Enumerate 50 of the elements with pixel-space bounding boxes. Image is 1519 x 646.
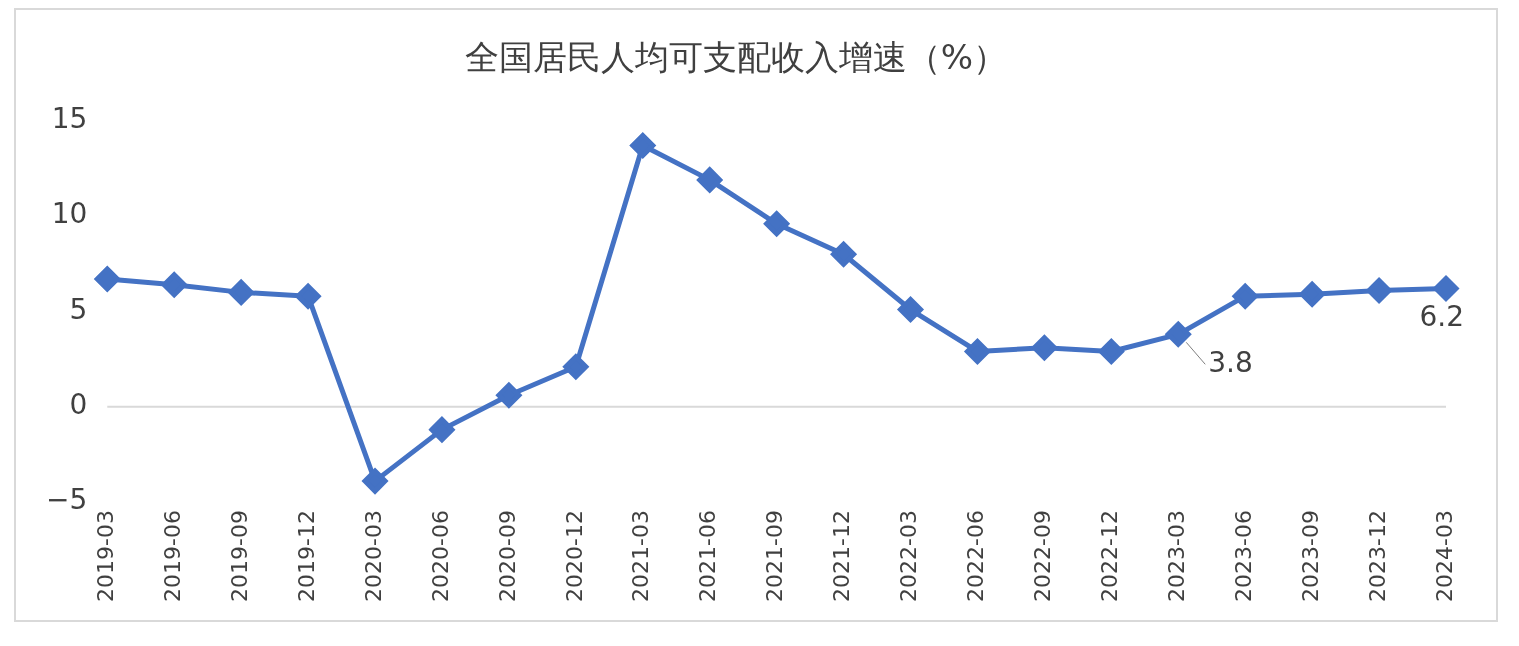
x-tick-label: 2019-09 (226, 510, 252, 602)
x-tick-label: 2021-09 (762, 510, 788, 602)
x-tick-label: 2022-03 (896, 510, 922, 602)
point (1098, 338, 1124, 364)
x-tick-label: 2022-12 (1097, 510, 1123, 602)
x-tick-label: 2021-06 (695, 510, 721, 602)
y-tick-label: −5 (45, 483, 88, 517)
x-tick-label: 2020-03 (360, 510, 386, 602)
y-tick-label: 10 (51, 197, 88, 231)
y-tick-label: 5 (69, 292, 88, 326)
point (630, 133, 656, 159)
point (1299, 281, 1325, 307)
point (563, 354, 589, 380)
point (496, 382, 522, 408)
point (898, 297, 924, 323)
point (831, 241, 857, 267)
data-label: 3.8 (1208, 345, 1253, 379)
x-tick-label: 2023-06 (1230, 510, 1256, 602)
point (429, 417, 455, 443)
x-tick-label: 2023-12 (1364, 510, 1390, 602)
x-tick-label: 2022-09 (1030, 510, 1056, 602)
point (764, 211, 790, 237)
point (1165, 321, 1191, 347)
point (1031, 335, 1057, 361)
y-tick-label: 15 (51, 102, 88, 136)
point (295, 283, 321, 309)
x-tick-label: 2019-06 (159, 510, 185, 602)
point (1232, 283, 1258, 309)
point (964, 338, 990, 364)
x-tick-label: 2021-03 (628, 510, 654, 602)
x-tick-label: 2021-12 (829, 510, 855, 602)
point (1366, 277, 1392, 303)
point (94, 266, 120, 292)
x-tick-label: 2020-12 (561, 510, 587, 602)
x-tick-label: 2022-06 (963, 510, 989, 602)
point (362, 468, 388, 494)
x-tick-label: 2019-03 (92, 510, 118, 602)
x-tick-label: 2020-09 (494, 510, 520, 602)
x-tick-label: 2023-03 (1163, 510, 1189, 602)
point (697, 167, 723, 193)
x-tick-label: 2024-03 (1431, 510, 1457, 602)
x-tick-label: 2019-12 (293, 510, 319, 602)
chart-title: 全国居民人均可支配收入增速（%） (464, 37, 1008, 78)
y-tick-label: 0 (69, 388, 88, 422)
point (228, 279, 254, 305)
x-tick-label: 2023-09 (1297, 510, 1323, 602)
x-tick-label: 2020-06 (427, 510, 453, 602)
point (161, 272, 187, 298)
data-label: 6.2 (1419, 299, 1464, 333)
point (1433, 276, 1459, 302)
